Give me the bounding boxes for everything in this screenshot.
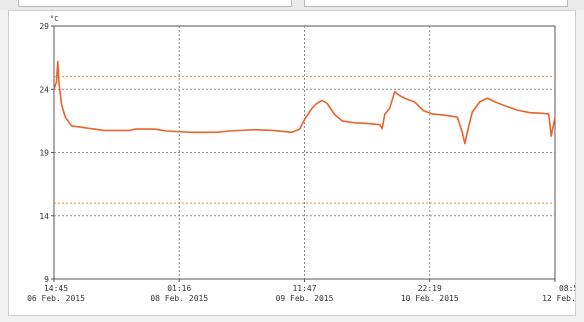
y-tick-label: 14 <box>39 212 49 221</box>
chart-panel: 9 14 19 24 29 °C 14:45 06 Feb. 2015 01:16 08 Feb.… <box>8 10 576 316</box>
toolbar-tab-right[interactable] <box>304 0 568 7</box>
x-tick-date: 08 Feb. 2015 <box>150 294 208 303</box>
x-tick-time: 01:16 <box>167 284 191 293</box>
y-tick-label: 24 <box>39 85 49 94</box>
x-tick-date: 09 Feb. 2015 <box>276 294 334 303</box>
x-tick-time: 22:19 <box>418 284 442 293</box>
temperature-series-line <box>53 60 556 145</box>
top-toolbar-strip <box>0 0 584 10</box>
x-tick-date: 06 Feb. 2015 <box>27 294 85 303</box>
x-tick-date: 12 Feb. 2015 <box>542 294 575 303</box>
y-unit-label: °C <box>50 15 58 23</box>
x-tick-time: 11:47 <box>292 284 316 293</box>
x-tick-time: 14:45 <box>44 284 68 293</box>
y-tick-label: 29 <box>39 22 49 31</box>
toolbar-tab-left[interactable] <box>18 0 292 7</box>
y-tick-label: 19 <box>39 149 49 158</box>
x-tick-date: 10 Feb. 2015 <box>401 294 459 303</box>
y-tick-label: 9 <box>44 275 49 284</box>
x-tick-time: 08:50 <box>559 284 575 293</box>
